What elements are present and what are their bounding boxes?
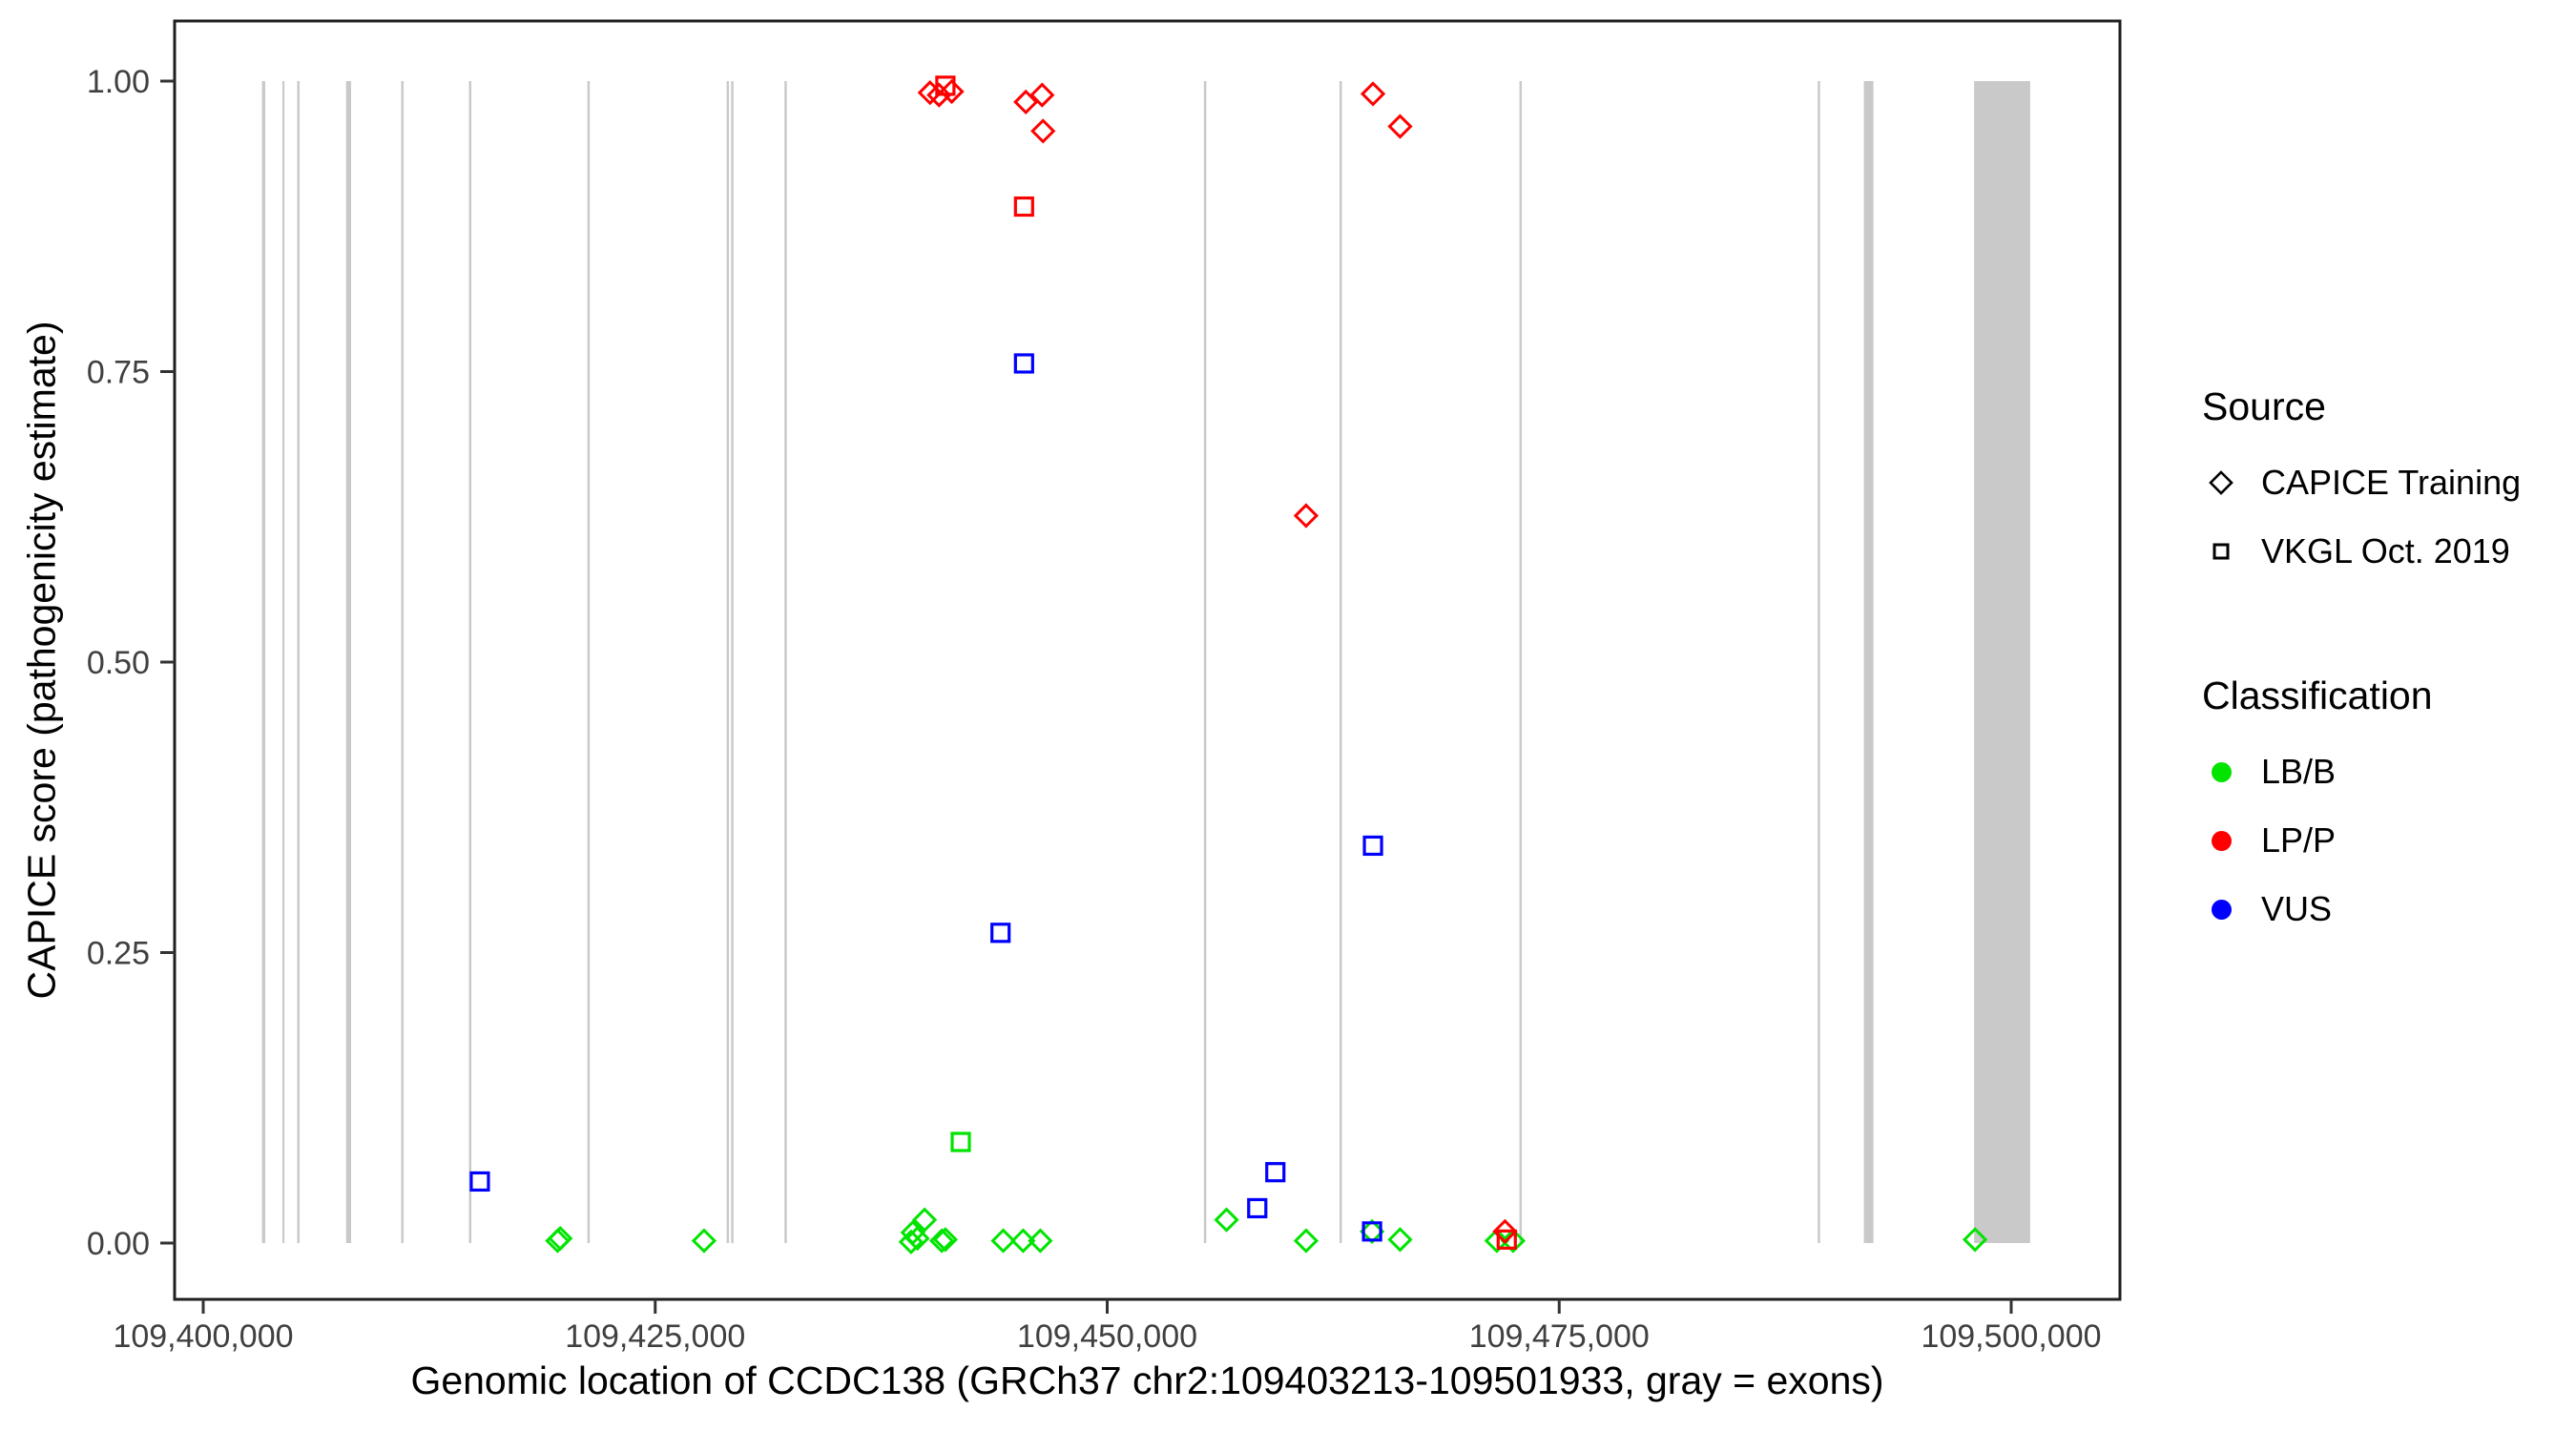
legend-classification-items: LB/B LP/P VUS (2202, 737, 2565, 944)
data-point-diamond (1387, 114, 1413, 139)
data-point-diamond (911, 1207, 938, 1233)
exon-bar (1818, 81, 1820, 1243)
data-point-square (935, 75, 956, 96)
exon-bar (587, 81, 591, 1243)
exon-bar (1863, 81, 1874, 1243)
data-point-diamond (691, 1228, 717, 1254)
data-point-diamond (1962, 1227, 1988, 1253)
x-axis-title: Genomic location of CCDC138 (GRCh37 chr2… (410, 1358, 1884, 1402)
data-point-diamond (1500, 1228, 1527, 1254)
data-point-diamond (1010, 1228, 1036, 1254)
exon-bar (1974, 81, 2030, 1243)
diamond-icon (2202, 466, 2240, 500)
data-point-diamond (904, 1226, 930, 1252)
exon-bar (1203, 81, 1207, 1243)
legend: Source CAPICE Training VKGL Oct. 2019 (2202, 384, 2565, 944)
legend-item-label: LP/P (2261, 820, 2337, 860)
data-point-square (990, 923, 1011, 944)
data-point-diamond (1360, 81, 1386, 107)
data-point-square (1265, 1162, 1286, 1183)
legend-item-label: LB/B (2261, 752, 2337, 791)
exon-bar (726, 81, 730, 1243)
data-point-diamond (928, 1228, 955, 1254)
legend-item-lpp: LP/P (2202, 806, 2565, 875)
data-point-diamond (1293, 503, 1319, 529)
x-tick-label: 109,450,000 (1017, 1318, 1197, 1355)
legend-item-label: VUS (2261, 889, 2333, 928)
data-point-diamond (1013, 89, 1039, 115)
exon-bar (468, 81, 472, 1243)
y-tick-label: 0.25 (87, 936, 150, 972)
x-tick-label: 109,425,000 (565, 1318, 745, 1355)
x-tick-label: 109,400,000 (113, 1318, 293, 1355)
legend-item-label: VKGL Oct. 2019 (2261, 531, 2510, 570)
exon-bar (282, 81, 285, 1243)
data-point-diamond (548, 1226, 573, 1252)
data-point-diamond (939, 78, 965, 105)
legend-item-label: CAPICE Training (2261, 463, 2522, 502)
exon-bar (261, 81, 265, 1243)
data-point-square (469, 1171, 490, 1192)
legend-source-title: Source (2202, 384, 2326, 428)
data-point-diamond (1030, 118, 1056, 144)
data-point-diamond (1029, 82, 1055, 108)
legend-item-vus: VUS (2202, 875, 2565, 944)
lbb-dot-icon (2202, 761, 2240, 782)
x-tick-label: 109,500,000 (1921, 1318, 2101, 1355)
data-point-square (950, 1131, 971, 1152)
data-point-diamond (1492, 1218, 1518, 1244)
y-tick-label: 1.00 (87, 64, 150, 100)
data-point-diamond (1484, 1228, 1509, 1254)
exon-bar (1340, 81, 1342, 1243)
panel-border (173, 19, 2122, 1301)
data-point-square (1247, 1197, 1268, 1219)
legend-source-items: CAPICE Training VKGL Oct. 2019 (2202, 448, 2565, 586)
x-tick-label: 109,475,000 (1469, 1318, 1650, 1355)
legend-item-lbb: LB/B (2202, 737, 2565, 806)
exon-bar (1519, 81, 1523, 1243)
square-icon (2202, 534, 2240, 569)
data-point-diamond (1359, 1218, 1385, 1244)
legend-classification-title: Classification (2202, 674, 2433, 717)
vus-dot-icon (2202, 899, 2240, 920)
y-axis-title: CAPICE score (pathogenicity estimate) (19, 321, 64, 1000)
legend-item-capice-training: CAPICE Training (2202, 448, 2565, 517)
exon-bar (345, 81, 352, 1243)
exon-bar (401, 81, 404, 1243)
data-point-diamond (1028, 1228, 1053, 1254)
data-point-diamond (1387, 1227, 1413, 1253)
exon-bar (731, 81, 734, 1243)
y-tick-label: 0.50 (87, 645, 150, 681)
lpp-dot-icon (2202, 830, 2240, 851)
exon-bar (784, 81, 787, 1243)
data-point-diamond (926, 82, 952, 108)
exon-bar (297, 81, 301, 1243)
data-point-square (1013, 196, 1034, 218)
y-tick-label: 0.75 (87, 355, 150, 391)
data-point-diamond (1293, 1228, 1319, 1254)
data-point-square (1361, 1221, 1382, 1242)
y-tick-label: 0.00 (87, 1226, 150, 1262)
data-point-square (1496, 1229, 1517, 1250)
data-point-diamond (990, 1228, 1016, 1254)
legend-item-vkgl: VKGL Oct. 2019 (2202, 517, 2565, 586)
data-point-diamond (1214, 1207, 1239, 1233)
data-point-square (1013, 353, 1034, 374)
data-point-diamond (932, 1227, 959, 1253)
data-point-square (1362, 835, 1383, 857)
